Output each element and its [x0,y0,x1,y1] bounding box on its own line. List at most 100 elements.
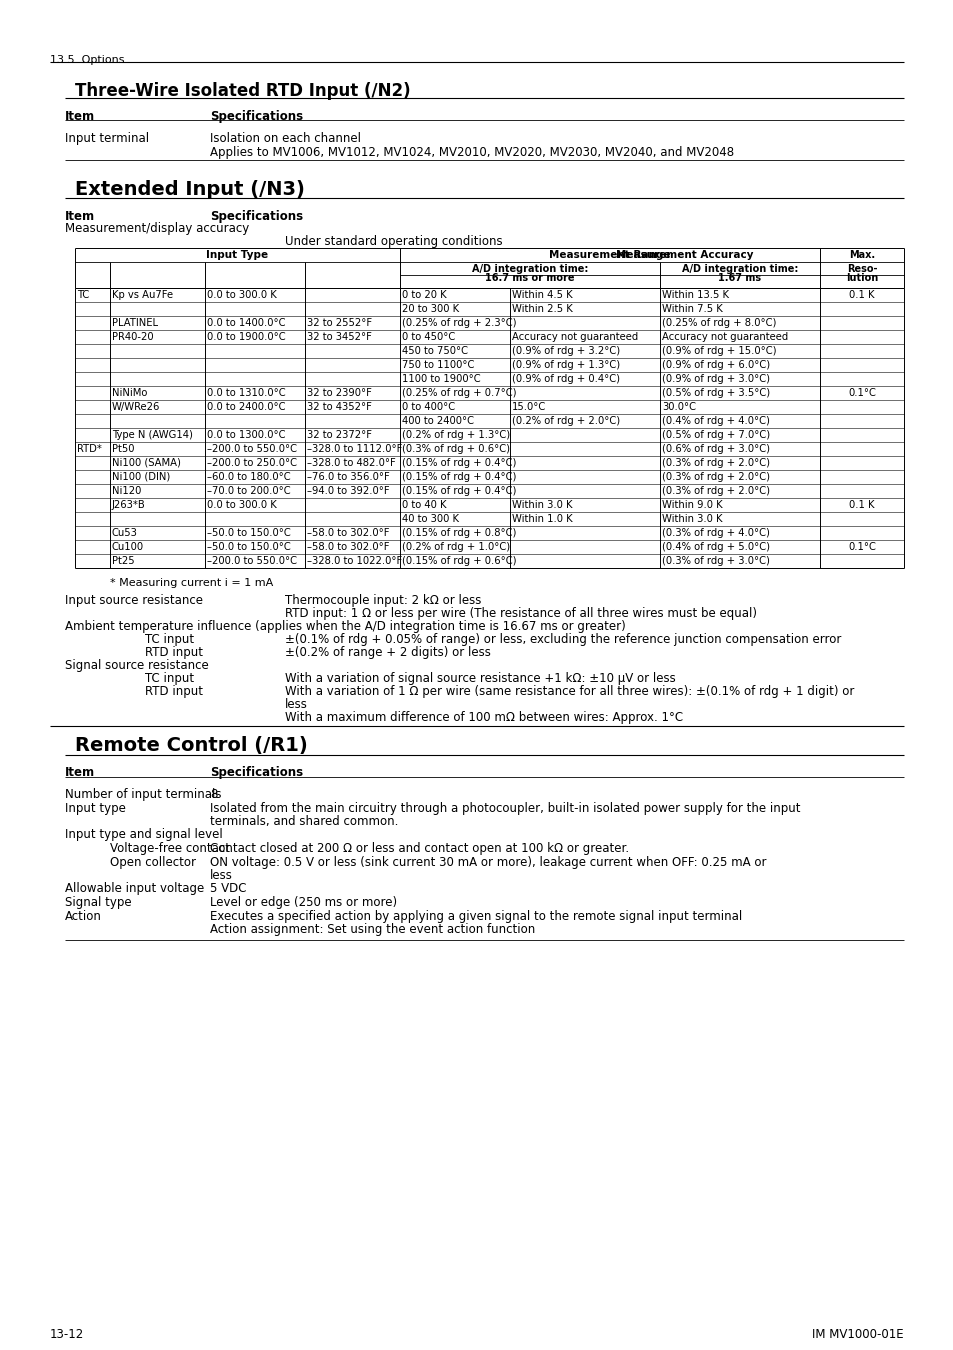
Text: 0 to 40 K: 0 to 40 K [401,500,446,510]
Text: –60.0 to 180.0°C: –60.0 to 180.0°C [207,472,291,482]
Text: (0.15% of rdg + 0.6°C): (0.15% of rdg + 0.6°C) [401,556,516,566]
Text: Within 7.5 K: Within 7.5 K [661,304,722,315]
Text: Pt50: Pt50 [112,444,134,454]
Text: Signal type: Signal type [65,896,132,909]
Text: Ni100 (DIN): Ni100 (DIN) [112,472,170,482]
Text: Measurement Accuracy: Measurement Accuracy [616,250,753,261]
Text: Isolated from the main circuitry through a photocoupler, built-in isolated power: Isolated from the main circuitry through… [210,802,800,815]
Text: Thermocouple input: 2 kΩ or less: Thermocouple input: 2 kΩ or less [285,594,481,608]
Text: TC input: TC input [145,633,193,647]
Text: terminals, and shared common.: terminals, and shared common. [210,815,398,828]
Text: Cu53: Cu53 [112,528,138,539]
Text: Contact closed at 200 Ω or less and contact open at 100 kΩ or greater.: Contact closed at 200 Ω or less and cont… [210,842,628,855]
Text: 32 to 3452°F: 32 to 3452°F [307,332,372,342]
Text: Kp vs Au7Fe: Kp vs Au7Fe [112,290,172,300]
Text: 5 VDC: 5 VDC [210,882,246,895]
Text: 450 to 750°C: 450 to 750°C [401,346,468,356]
Text: Within 9.0 K: Within 9.0 K [661,500,721,510]
Text: 1100 to 1900°C: 1100 to 1900°C [401,374,480,383]
Text: NiNiMo: NiNiMo [112,387,147,398]
Text: (0.9% of rdg + 6.0°C): (0.9% of rdg + 6.0°C) [661,360,769,370]
Text: RTD input: RTD input [145,684,203,698]
Text: (0.3% of rdg + 2.0°C): (0.3% of rdg + 2.0°C) [661,486,769,495]
Text: 0 to 20 K: 0 to 20 K [401,290,446,300]
Text: Allowable input voltage: Allowable input voltage [65,882,204,895]
Text: Applies to MV1006, MV1012, MV1024, MV2010, MV2020, MV2030, MV2040, and MV2048: Applies to MV1006, MV1012, MV1024, MV201… [210,146,734,159]
Text: Measurement Range: Measurement Range [549,250,670,261]
Text: 8: 8 [210,788,217,801]
Text: Item: Item [65,765,95,779]
Text: –50.0 to 150.0°C: –50.0 to 150.0°C [207,541,291,552]
Text: 0 to 400°C: 0 to 400°C [401,402,455,412]
Text: (0.6% of rdg + 3.0°C): (0.6% of rdg + 3.0°C) [661,444,769,454]
Text: Input source resistance: Input source resistance [65,594,203,608]
Text: Input Type: Input Type [206,250,268,261]
Text: less: less [285,698,308,711]
Text: –200.0 to 550.0°C: –200.0 to 550.0°C [207,444,296,454]
Text: J263*B: J263*B [112,500,146,510]
Text: Signal source resistance: Signal source resistance [65,659,209,672]
Text: –328.0 to 482.0°F: –328.0 to 482.0°F [307,458,395,468]
Text: With a variation of 1 Ω per wire (same resistance for all three wires): ±(0.1% o: With a variation of 1 Ω per wire (same r… [285,684,854,698]
Text: 0.0 to 1300.0°C: 0.0 to 1300.0°C [207,431,285,440]
Text: 30.0°C: 30.0°C [661,402,696,412]
Text: 0.0 to 1310.0°C: 0.0 to 1310.0°C [207,387,285,398]
Text: Number of input terminals: Number of input terminals [65,788,221,801]
Text: (0.5% of rdg + 3.5°C): (0.5% of rdg + 3.5°C) [661,387,769,398]
Text: 16.7 ms or more: 16.7 ms or more [485,273,574,284]
Text: Within 2.5 K: Within 2.5 K [512,304,572,315]
Text: Max.: Max. [848,250,874,261]
Text: 0.1°C: 0.1°C [847,541,875,552]
Text: –58.0 to 302.0°F: –58.0 to 302.0°F [307,528,389,539]
Text: 0.0 to 300.0 K: 0.0 to 300.0 K [207,500,276,510]
Text: Action assignment: Set using the event action function: Action assignment: Set using the event a… [210,923,535,936]
Text: (0.25% of rdg + 2.3°C): (0.25% of rdg + 2.3°C) [401,319,516,328]
Text: (0.2% of rdg + 1.0°C): (0.2% of rdg + 1.0°C) [401,541,510,552]
Text: –200.0 to 250.0°C: –200.0 to 250.0°C [207,458,296,468]
Text: 13.5  Options: 13.5 Options [50,55,125,65]
Text: ±(0.1% of rdg + 0.05% of range) or less, excluding the reference junction compen: ±(0.1% of rdg + 0.05% of range) or less,… [285,633,841,647]
Text: Within 13.5 K: Within 13.5 K [661,290,728,300]
Text: RTD input: RTD input [145,647,203,659]
Text: Executes a specified action by applying a given signal to the remote signal inpu: Executes a specified action by applying … [210,910,741,923]
Text: –328.0 to 1112.0°F: –328.0 to 1112.0°F [307,444,402,454]
Text: Specifications: Specifications [210,109,303,123]
Text: 1.67 ms: 1.67 ms [718,273,760,284]
Text: 0.1°C: 0.1°C [847,387,875,398]
Text: 15.0°C: 15.0°C [512,402,546,412]
Text: (0.9% of rdg + 1.3°C): (0.9% of rdg + 1.3°C) [512,360,619,370]
Text: 32 to 2552°F: 32 to 2552°F [307,319,372,328]
Text: Extended Input (/N3): Extended Input (/N3) [75,180,305,198]
Text: IM MV1000-01E: IM MV1000-01E [812,1328,903,1341]
Text: 13-12: 13-12 [50,1328,84,1341]
Text: –94.0 to 392.0°F: –94.0 to 392.0°F [307,486,389,495]
Text: Isolation on each channel: Isolation on each channel [210,132,360,144]
Text: With a variation of signal source resistance +1 kΩ: ±10 μV or less: With a variation of signal source resist… [285,672,675,684]
Text: PLATINEL: PLATINEL [112,319,158,328]
Text: –76.0 to 356.0°F: –76.0 to 356.0°F [307,472,390,482]
Text: (0.2% of rdg + 1.3°C): (0.2% of rdg + 1.3°C) [401,431,510,440]
Text: 400 to 2400°C: 400 to 2400°C [401,416,474,427]
Text: 750 to 1100°C: 750 to 1100°C [401,360,474,370]
Text: PR40-20: PR40-20 [112,332,153,342]
Text: (0.3% of rdg + 2.0°C): (0.3% of rdg + 2.0°C) [661,458,769,468]
Text: Reso-: Reso- [846,265,877,274]
Text: 0.1 K: 0.1 K [848,290,874,300]
Text: 40 to 300 K: 40 to 300 K [401,514,458,524]
Text: 32 to 2390°F: 32 to 2390°F [307,387,372,398]
Text: With a maximum difference of 100 mΩ between wires: Approx. 1°C: With a maximum difference of 100 mΩ betw… [285,711,682,724]
Text: Input terminal: Input terminal [65,132,149,144]
Text: (0.4% of rdg + 5.0°C): (0.4% of rdg + 5.0°C) [661,541,769,552]
Text: (0.9% of rdg + 0.4°C): (0.9% of rdg + 0.4°C) [512,374,619,383]
Text: * Measuring current i = 1 mA: * Measuring current i = 1 mA [110,578,273,589]
Text: (0.9% of rdg + 3.2°C): (0.9% of rdg + 3.2°C) [512,346,619,356]
Text: (0.15% of rdg + 0.4°C): (0.15% of rdg + 0.4°C) [401,472,516,482]
Text: (0.3% of rdg + 0.6°C): (0.3% of rdg + 0.6°C) [401,444,510,454]
Text: (0.25% of rdg + 0.7°C): (0.25% of rdg + 0.7°C) [401,387,516,398]
Text: Pt25: Pt25 [112,556,134,566]
Text: ON voltage: 0.5 V or less (sink current 30 mA or more), leakage current when OFF: ON voltage: 0.5 V or less (sink current … [210,856,765,869]
Text: ±(0.2% of range + 2 digits) or less: ±(0.2% of range + 2 digits) or less [285,647,491,659]
Text: –328.0 to 1022.0°F: –328.0 to 1022.0°F [307,556,402,566]
Text: Item: Item [65,109,95,123]
Text: –50.0 to 150.0°C: –50.0 to 150.0°C [207,528,291,539]
